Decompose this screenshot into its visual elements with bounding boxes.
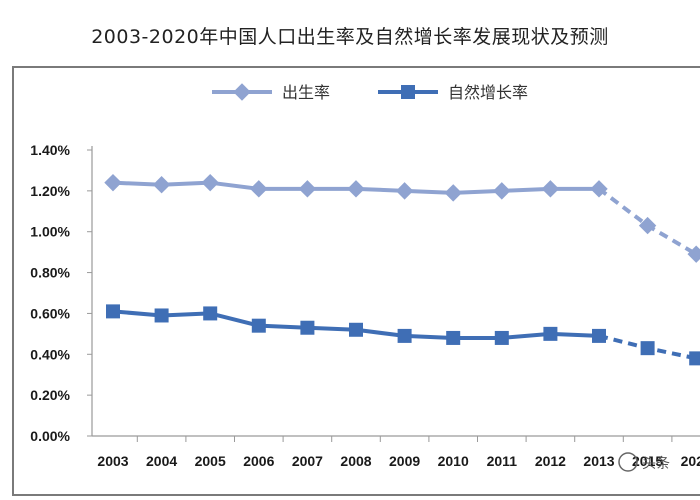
- data-point-diamond: [152, 176, 171, 194]
- data-point-diamond: [104, 173, 122, 192]
- y-tick-label: 1.00%: [30, 224, 70, 240]
- data-point-square: [203, 306, 218, 321]
- y-tick-label: 0.80%: [30, 265, 70, 281]
- data-point-diamond: [638, 216, 657, 235]
- data-point-square: [251, 318, 266, 333]
- chart-title: 2003-2020年中国人口出生率及自然增长率发展现状及预测: [91, 26, 609, 48]
- x-tick-label: 2011: [487, 453, 518, 469]
- data-point-square: [106, 304, 120, 319]
- data-point-square: [543, 326, 558, 341]
- series-layer: [104, 173, 700, 366]
- data-point-diamond: [347, 180, 365, 198]
- legend-marker-square: [401, 85, 415, 99]
- data-point-diamond: [541, 180, 560, 198]
- x-tick-label: 2005: [195, 453, 226, 469]
- data-point-square: [446, 330, 461, 345]
- x-tick-label: 2009: [389, 453, 420, 469]
- data-point-diamond: [590, 180, 608, 198]
- data-point-diamond: [395, 182, 414, 200]
- x-tick-label: 2015: [632, 453, 663, 469]
- watermark-text: 头条: [642, 455, 670, 472]
- x-tick-label: 2020: [681, 453, 700, 469]
- series-birth-rate: [104, 173, 700, 263]
- data-point-square: [494, 330, 509, 345]
- data-point-square: [689, 351, 700, 366]
- data-point-square: [300, 320, 315, 335]
- legend: 出生率 自然增长率: [212, 83, 528, 102]
- chart-frame: [12, 66, 700, 496]
- x-tick-label: 2013: [583, 453, 614, 469]
- series-natural-growth-rate: [106, 304, 700, 366]
- data-point-square: [640, 341, 655, 356]
- x-tick-label: 2012: [535, 453, 566, 469]
- y-tick-label: 1.40%: [30, 142, 70, 158]
- legend-label: 自然增长率: [448, 83, 528, 102]
- data-point-square: [592, 328, 606, 343]
- legend-label: 出生率: [282, 83, 330, 102]
- y-tick-label: 0.40%: [30, 346, 70, 362]
- x-tick-label: 2007: [292, 453, 323, 469]
- data-point-diamond: [493, 182, 511, 200]
- legend-marker-diamond: [233, 83, 251, 101]
- x-tick-label: 2010: [438, 453, 469, 469]
- data-point-diamond: [201, 173, 219, 192]
- data-point-diamond: [444, 184, 462, 202]
- legend-item: 自然增长率: [378, 83, 528, 102]
- x-tick-label: 2004: [146, 453, 177, 469]
- data-point-diamond: [687, 245, 700, 263]
- x-tick-label: 2008: [340, 453, 371, 469]
- x-tick-label: 2006: [243, 453, 274, 469]
- y-tick-label: 0.20%: [30, 387, 70, 403]
- data-point-diamond: [250, 180, 268, 198]
- data-point-square: [349, 322, 363, 337]
- y-tick-label: 1.20%: [30, 183, 70, 199]
- data-point-diamond: [298, 180, 317, 198]
- x-tick-label: 2003: [97, 453, 128, 469]
- data-point-square: [154, 308, 169, 323]
- y-tick-label: 0.60%: [30, 305, 70, 321]
- axes: 0.00% 0.20% 0.40% 0.60% 0.80% 1.00% 1.20% 1.40%…: [30, 142, 700, 469]
- legend-item: 出生率: [212, 83, 330, 102]
- watermark: 头条: [618, 452, 670, 472]
- watermark-logo-icon: [618, 452, 638, 472]
- y-tick-label: 0.00%: [30, 428, 70, 444]
- data-point-square: [397, 328, 412, 343]
